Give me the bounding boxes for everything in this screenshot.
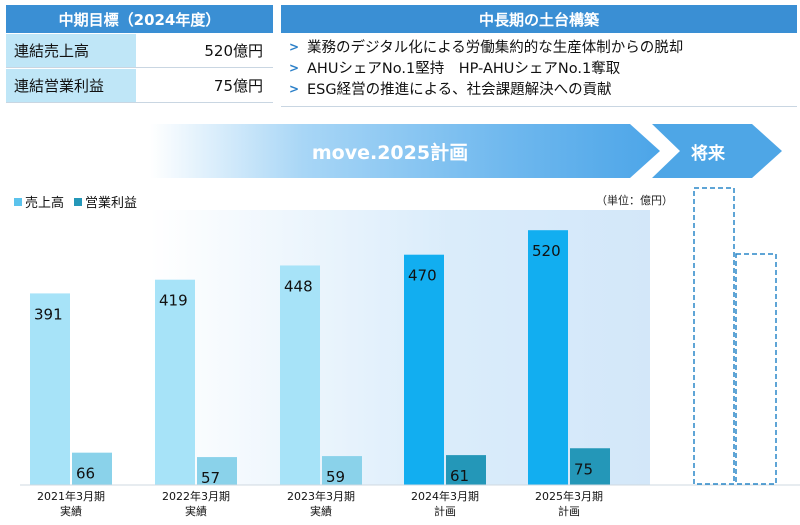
data-label: 470 xyxy=(408,267,437,285)
data-label: 57 xyxy=(201,469,220,487)
foundation-list: > 業務のデジタル化による労働集約的な生産体制からの脱却 > AHUシェアNo.… xyxy=(281,36,797,107)
future-sales-placeholder xyxy=(693,187,735,485)
target-value: 520億円 xyxy=(136,34,273,67)
chart-legend: 売上高 営業利益 xyxy=(14,192,147,211)
chevron-right-icon: > xyxy=(289,81,300,96)
x-tick-label: 2025年3月期 xyxy=(535,489,603,503)
data-label: 448 xyxy=(284,277,313,295)
x-tick-label: 実績 xyxy=(185,504,207,518)
x-tick-label: 実績 xyxy=(60,504,82,518)
x-tick-label: 実績 xyxy=(310,504,332,518)
profit-bar xyxy=(72,452,112,485)
data-label: 75 xyxy=(574,460,593,478)
foundation-item-text: ESG経営の推進による、社会課題解決への貢献 xyxy=(307,82,612,98)
unit-label: （単位：億円） xyxy=(596,194,673,207)
foundation-item-text: 業務のデジタル化による労働集約的な生産体制からの脱却 xyxy=(307,40,684,56)
sales-bar xyxy=(30,293,70,485)
future-arrow-label: 将来 xyxy=(691,143,725,164)
plan-arrow-label: move.2025計画 xyxy=(311,141,469,164)
legend-label: 売上高 xyxy=(25,196,65,211)
sales-bar xyxy=(280,265,320,485)
future-arrow xyxy=(652,124,782,178)
data-label: 391 xyxy=(34,305,63,323)
targets-table: 連結売上高 520億円 連結営業利益 75億円 xyxy=(6,34,273,103)
foundation-item-text: AHUシェアNo.1堅持 HP-AHUシェアNo.1奪取 xyxy=(307,61,621,77)
target-row-sales: 連結売上高 520億円 xyxy=(6,34,273,68)
sales-bar xyxy=(528,230,568,485)
foundation-item: > AHUシェアNo.1堅持 HP-AHUシェアNo.1奪取 xyxy=(281,57,797,78)
profit-bar xyxy=(570,448,610,485)
target-row-profit: 連結営業利益 75億円 xyxy=(6,69,273,103)
x-tick-label: 2022年3月期 xyxy=(162,489,230,503)
foundation-item: > 業務のデジタル化による労働集約的な生産体制からの脱却 xyxy=(281,36,797,57)
target-value: 75億円 xyxy=(136,69,273,102)
profit-bar xyxy=(322,456,362,485)
data-label: 61 xyxy=(450,467,469,485)
data-label: 520 xyxy=(532,242,561,260)
foundation-title: 中長期の土台構築 xyxy=(281,5,797,33)
sales-bar xyxy=(404,254,444,485)
legend-swatch-profit xyxy=(74,197,83,206)
plan-arrow xyxy=(150,124,660,178)
data-label: 419 xyxy=(159,292,188,310)
legend-swatch-sales xyxy=(14,197,22,206)
x-tick-label: 計画 xyxy=(558,504,580,518)
legend-label: 営業利益 xyxy=(85,196,138,211)
chevron-right-icon: > xyxy=(289,39,300,54)
foundation-item: > ESG経営の推進による、社会課題解決への貢献 xyxy=(281,78,797,99)
data-label: 59 xyxy=(326,468,345,486)
chevron-right-icon: > xyxy=(289,60,300,75)
sales-bar xyxy=(155,279,195,485)
x-tick-label: 2021年3月期 xyxy=(37,489,105,503)
x-tick-label: 2024年3月期 xyxy=(411,489,479,503)
x-tick-label: 計画 xyxy=(434,504,456,518)
target-label: 連結営業利益 xyxy=(6,69,136,102)
x-tick-label: 2023年3月期 xyxy=(287,489,355,503)
targets-title: 中期目標（2024年度） xyxy=(6,5,273,33)
future-profit-placeholder xyxy=(735,253,777,485)
profit-bar xyxy=(197,457,237,485)
profit-bar xyxy=(446,455,486,485)
target-label: 連結売上高 xyxy=(6,34,136,67)
data-label: 66 xyxy=(76,465,95,483)
